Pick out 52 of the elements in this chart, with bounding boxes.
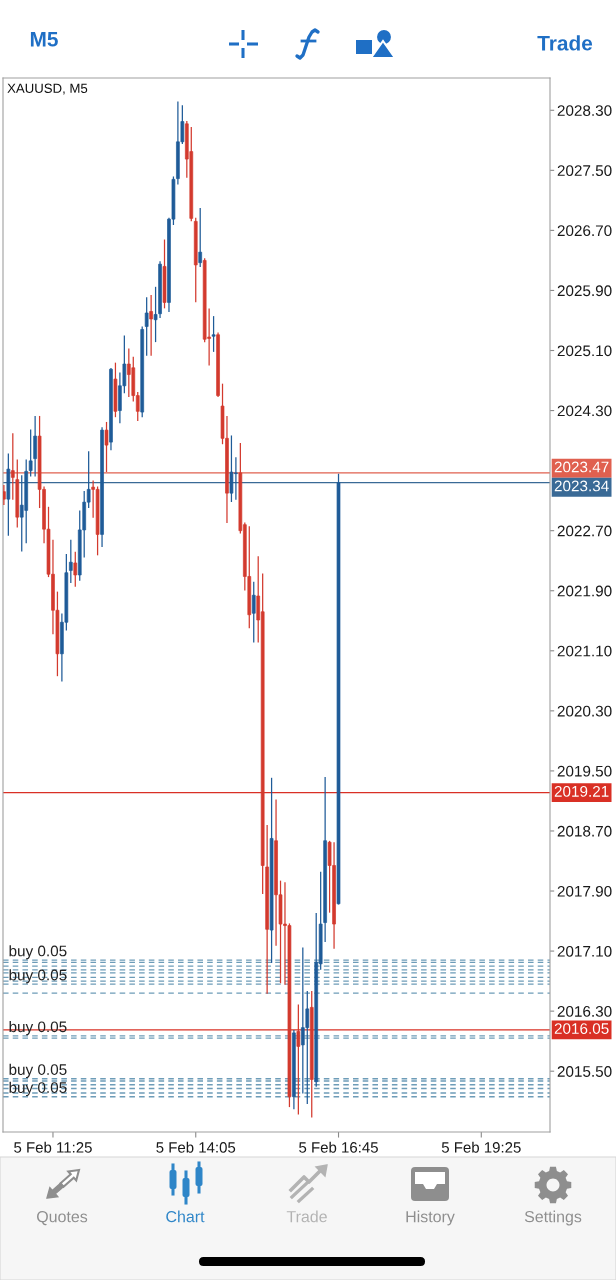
ref-line-label: buy 0.05 (9, 1063, 67, 1079)
y-tick-label: 2021.10 (557, 645, 612, 657)
text: Trade (286, 1210, 327, 1223)
x-tick-label: 5 Feb 14:05 (156, 1141, 236, 1153)
y-tick-label: 2020.30 (557, 705, 612, 717)
y-tick-label: 2017.90 (557, 885, 612, 897)
candlestick (301, 947, 305, 1094)
candlestick (73, 551, 78, 587)
y-tick-label: 2025.90 (557, 285, 612, 297)
candlestick (10, 433, 15, 500)
text: Quotes (37, 1210, 88, 1226)
candlestick (127, 348, 131, 397)
candlestick (149, 295, 153, 356)
text: Chart (166, 1210, 205, 1223)
ref-line-label: buy 0.05 (9, 969, 67, 984)
text: Settings (524, 1210, 582, 1226)
text: M5 (30, 32, 58, 47)
ref-line-label: 2019.21 (554, 785, 609, 797)
x-tick-label: 5 Feb 16:45 (299, 1141, 378, 1153)
y-tick-label: 2027.50 (557, 165, 612, 177)
candlestick (211, 316, 216, 352)
y-tick-label: 2021.90 (557, 585, 612, 597)
candlestick (198, 207, 203, 268)
y-tick-label: 2024.30 (557, 405, 612, 417)
candlestick (3, 485, 6, 506)
ref-line-label: 2023.47 (554, 461, 609, 473)
candlestick (251, 581, 256, 643)
candlestick (33, 415, 37, 477)
ref-line-label: 2016.05 (554, 1023, 609, 1034)
y-tick-label: 2018.70 (557, 825, 612, 837)
ref-line-label: buy 0.05 (9, 945, 67, 960)
y-tick-label: 2015.50 (557, 1066, 612, 1077)
y-tick-label: 2022.70 (557, 525, 612, 537)
y-tick-label: 2028.30 (557, 105, 612, 116)
y-tick-label: 2026.70 (557, 225, 612, 237)
text: Trade (537, 35, 593, 51)
candlestick (144, 297, 149, 356)
candlestick (19, 475, 24, 552)
candlestick (305, 990, 310, 1105)
ref-line-label: buy 0.05 (9, 1081, 67, 1097)
y-tick-label: 2019.50 (557, 765, 612, 777)
x-tick-label: 5 Feb 19:25 (441, 1141, 521, 1153)
chart-title: XAUUSD, M5 (7, 83, 88, 95)
candlestick (229, 435, 234, 503)
y-tick-label: 2017.10 (557, 945, 612, 957)
x-tick-label: 5 Feb 11:25 (14, 1141, 92, 1153)
y-tick-label: 2016.30 (557, 1006, 612, 1017)
text: History (406, 1210, 455, 1226)
candlestick (68, 539, 73, 584)
y-tick-label: 2025.10 (557, 345, 612, 357)
ref-line-label: 2023.34 (554, 480, 609, 492)
candlestick (104, 421, 109, 472)
